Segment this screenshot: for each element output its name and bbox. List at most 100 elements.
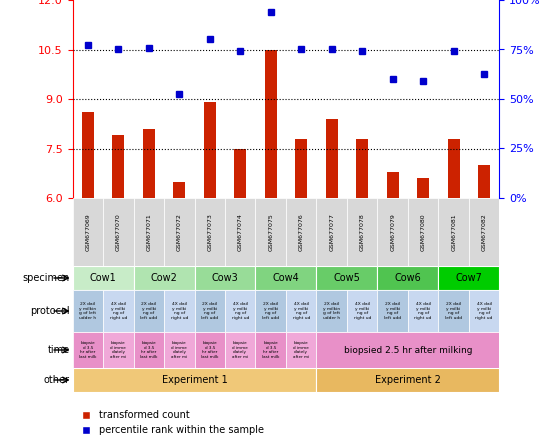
Text: GSM677072: GSM677072 — [177, 213, 182, 251]
Bar — [112, 135, 124, 198]
Bar — [286, 198, 316, 266]
Text: GSM677077: GSM677077 — [329, 213, 334, 251]
Bar — [387, 171, 399, 198]
Text: Experiment 1: Experiment 1 — [162, 375, 227, 385]
Bar — [133, 198, 164, 266]
Bar — [316, 332, 499, 368]
Text: 4X dail
y milki
ng of
right ud: 4X dail y milki ng of right ud — [415, 302, 432, 320]
Text: specimen: specimen — [22, 273, 70, 283]
Bar — [478, 165, 490, 198]
Text: protocol: protocol — [30, 306, 70, 316]
Text: GSM677074: GSM677074 — [238, 213, 243, 251]
Bar — [73, 368, 316, 392]
Text: 4X dail
y milki
ng of
right ud: 4X dail y milki ng of right ud — [475, 302, 493, 320]
Bar — [264, 49, 277, 198]
Bar — [469, 290, 499, 332]
Text: GSM677078: GSM677078 — [360, 213, 365, 251]
Bar — [326, 119, 338, 198]
Bar — [103, 290, 133, 332]
Text: 2X dail
y milki
ng of
left udd: 2X dail y milki ng of left udd — [445, 302, 462, 320]
Bar — [225, 332, 256, 368]
Bar — [103, 332, 133, 368]
Bar — [195, 266, 256, 290]
Bar — [195, 290, 225, 332]
Text: 4X dail
y milki
ng of
right ud: 4X dail y milki ng of right ud — [292, 302, 310, 320]
Bar — [143, 129, 155, 198]
Text: biopsie
d imme
diately
after mi: biopsie d imme diately after mi — [110, 341, 127, 359]
Bar — [439, 290, 469, 332]
Bar — [408, 198, 439, 266]
Text: GSM677082: GSM677082 — [482, 213, 487, 251]
Text: GSM677079: GSM677079 — [390, 213, 395, 251]
Bar — [256, 266, 316, 290]
Bar — [417, 178, 429, 198]
Text: Cow1: Cow1 — [90, 273, 117, 283]
Text: GSM677069: GSM677069 — [85, 213, 90, 251]
Bar — [256, 198, 286, 266]
Bar — [316, 368, 499, 392]
Bar — [256, 332, 286, 368]
Text: 4X dail
y milki
ng of
right ud: 4X dail y milki ng of right ud — [354, 302, 371, 320]
Text: 2X dail
y milkin
g of left
udder h: 2X dail y milkin g of left udder h — [323, 302, 340, 320]
Text: biopsie
d imme
diately
after mi: biopsie d imme diately after mi — [293, 341, 309, 359]
Bar — [356, 139, 368, 198]
Text: Cow6: Cow6 — [395, 273, 421, 283]
Text: Cow5: Cow5 — [334, 273, 360, 283]
Text: Cow3: Cow3 — [211, 273, 238, 283]
Bar — [256, 290, 286, 332]
Bar — [164, 198, 195, 266]
Text: biopsie
d 3.5
hr after
last milk: biopsie d 3.5 hr after last milk — [79, 341, 97, 359]
Bar — [133, 332, 164, 368]
Bar — [234, 148, 246, 198]
Text: biopsie
d 3.5
hr after
last milk: biopsie d 3.5 hr after last milk — [140, 341, 157, 359]
Bar — [377, 198, 408, 266]
Text: 2X dail
y milkin
g of left
udder h: 2X dail y milkin g of left udder h — [79, 302, 97, 320]
Legend: transformed count, percentile rank within the sample: transformed count, percentile rank withi… — [78, 407, 268, 439]
Text: 4X dail
y milki
ng of
right ud: 4X dail y milki ng of right ud — [109, 302, 127, 320]
Bar — [195, 198, 225, 266]
Bar — [204, 102, 216, 198]
Bar — [439, 198, 469, 266]
Text: other: other — [44, 375, 70, 385]
Text: GSM677075: GSM677075 — [268, 213, 273, 251]
Text: Cow2: Cow2 — [151, 273, 177, 283]
Text: 2X dail
y milki
ng of
left udd: 2X dail y milki ng of left udd — [262, 302, 280, 320]
Text: biopsie
d 3.5
hr after
last milk: biopsie d 3.5 hr after last milk — [262, 341, 280, 359]
Bar — [133, 290, 164, 332]
Text: biopsie
d imme
diately
after mi: biopsie d imme diately after mi — [171, 341, 187, 359]
Text: 4X dail
y milki
ng of
right ud: 4X dail y milki ng of right ud — [171, 302, 188, 320]
Bar — [408, 290, 439, 332]
Text: 4X dail
y milki
ng of
right ud: 4X dail y milki ng of right ud — [232, 302, 249, 320]
Bar — [103, 198, 133, 266]
Bar — [469, 198, 499, 266]
Text: 2X dail
y milki
ng of
left udd: 2X dail y milki ng of left udd — [140, 302, 157, 320]
Bar — [164, 332, 195, 368]
Bar — [316, 290, 347, 332]
Text: Experiment 2: Experiment 2 — [375, 375, 441, 385]
Bar — [81, 112, 94, 198]
Text: 2X dail
y milki
ng of
left udd: 2X dail y milki ng of left udd — [384, 302, 401, 320]
Text: Cow7: Cow7 — [455, 273, 482, 283]
Bar — [347, 290, 377, 332]
Bar — [295, 139, 307, 198]
Text: biopsie
d imme
diately
after mi: biopsie d imme diately after mi — [232, 341, 248, 359]
Bar — [316, 266, 377, 290]
Bar — [225, 290, 256, 332]
Bar — [347, 198, 377, 266]
Text: GSM677081: GSM677081 — [451, 213, 456, 251]
Bar — [173, 182, 185, 198]
Text: GSM677071: GSM677071 — [146, 213, 151, 251]
Bar — [73, 198, 103, 266]
Text: biopsied 2.5 hr after milking: biopsied 2.5 hr after milking — [344, 345, 472, 354]
Bar — [316, 198, 347, 266]
Bar — [73, 290, 103, 332]
Text: time: time — [47, 345, 70, 355]
Text: GSM677076: GSM677076 — [299, 213, 304, 251]
Bar — [73, 332, 103, 368]
Text: GSM677070: GSM677070 — [116, 213, 121, 251]
Text: GSM677073: GSM677073 — [207, 213, 212, 251]
Bar — [377, 290, 408, 332]
Bar — [133, 266, 195, 290]
Text: 2X dail
y milki
ng of
left udd: 2X dail y milki ng of left udd — [201, 302, 218, 320]
Bar — [164, 290, 195, 332]
